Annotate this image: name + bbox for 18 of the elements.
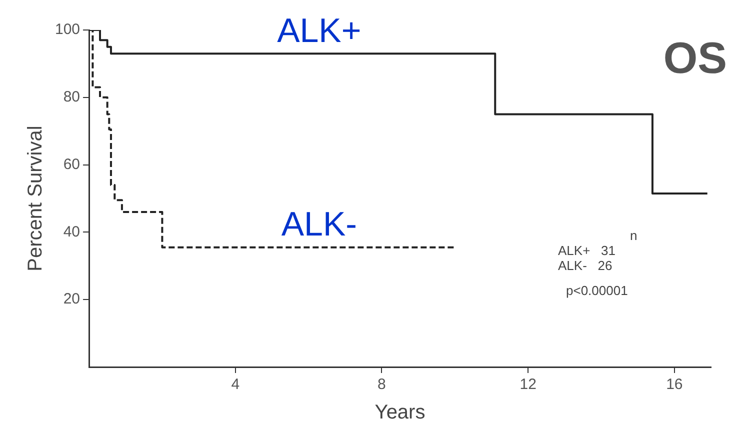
annotation: n	[629, 228, 638, 243]
annotation: ALK- 26	[558, 258, 614, 273]
x-tick-label: 12	[520, 376, 536, 394]
y-tick-label: 80	[63, 88, 80, 106]
annotation: ALK+ 31	[558, 243, 616, 258]
y-tick-label: 40	[63, 223, 80, 240]
y-axis-title: Percent Survival	[24, 126, 47, 272]
y-tick-label: 100	[54, 21, 80, 38]
series-label: ALK-	[281, 206, 357, 244]
x-axis-title: Years	[374, 402, 426, 424]
x-tick-label: 8	[378, 376, 386, 394]
x-tick-label: 16	[666, 376, 683, 394]
annotation: p<0.00001	[565, 283, 629, 298]
chart-title: OS	[663, 34, 727, 84]
y-tick-label: 20	[63, 290, 80, 308]
x-tick-label: 4	[231, 376, 240, 394]
series-label: ALK+	[277, 12, 362, 50]
y-tick-label: 60	[63, 156, 80, 173]
